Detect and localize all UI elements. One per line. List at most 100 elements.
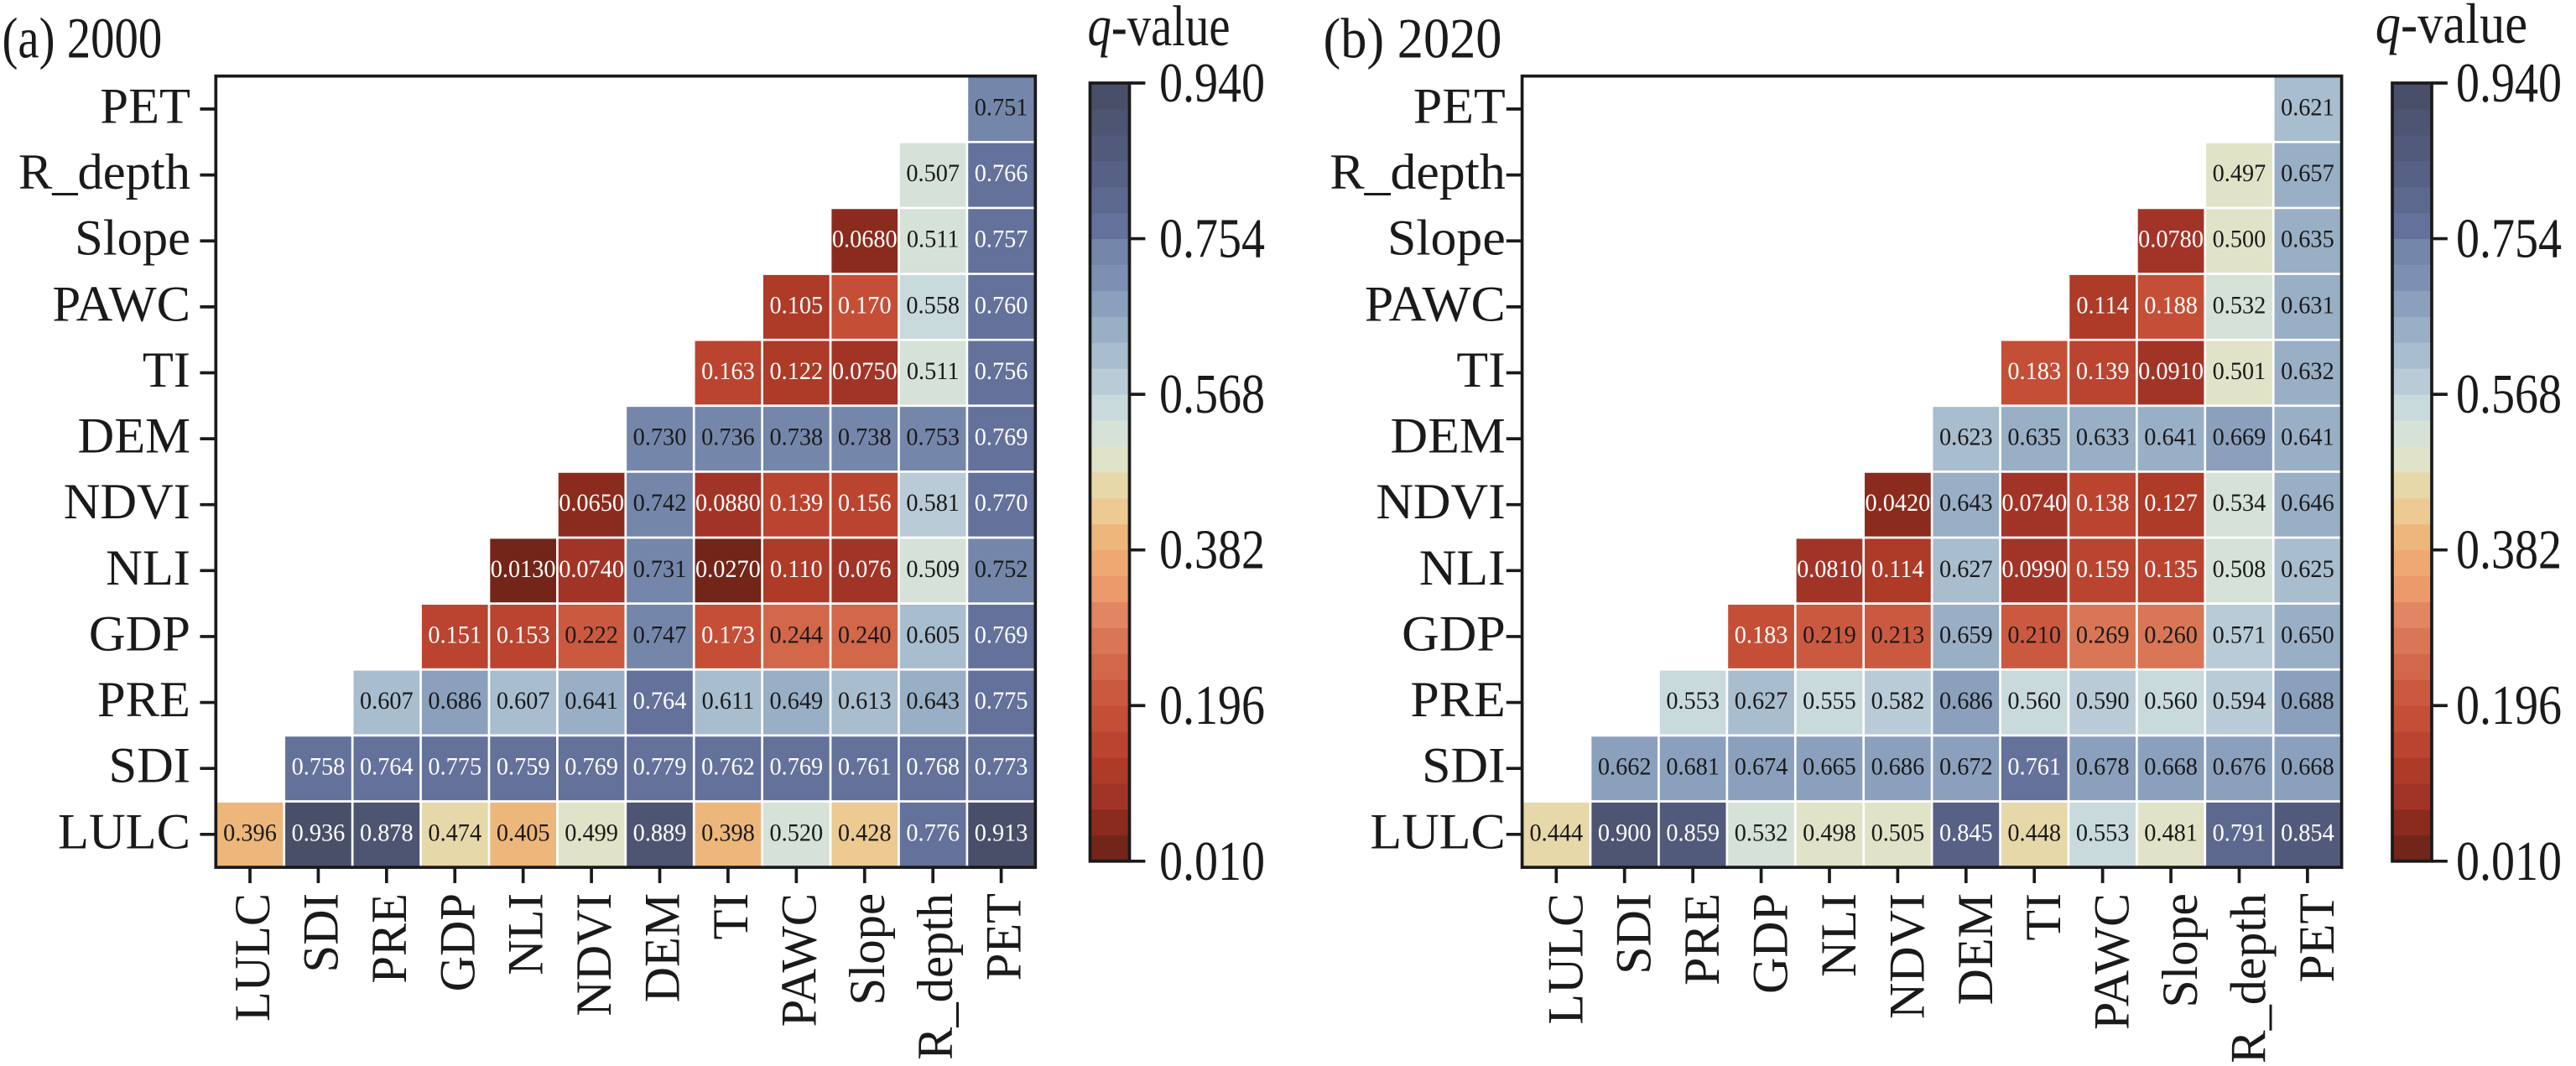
svg-text:0.747: 0.747 bbox=[633, 621, 687, 649]
svg-text:0.428: 0.428 bbox=[838, 819, 892, 847]
svg-text:0.444: 0.444 bbox=[1529, 819, 1583, 847]
svg-text:SDI: SDI bbox=[108, 738, 190, 794]
svg-text:DEM: DEM bbox=[77, 408, 190, 465]
svg-text:0.738: 0.738 bbox=[770, 424, 824, 451]
svg-text:0.627: 0.627 bbox=[1939, 555, 1993, 583]
svg-text:GDP: GDP bbox=[1402, 606, 1506, 662]
svg-text:0.139: 0.139 bbox=[2076, 357, 2130, 385]
svg-text:0.623: 0.623 bbox=[1939, 424, 1993, 451]
svg-text:0.151: 0.151 bbox=[428, 621, 481, 649]
svg-text:0.779: 0.779 bbox=[633, 753, 687, 781]
svg-text:Slope: Slope bbox=[1387, 211, 1506, 267]
svg-text:PAWC: PAWC bbox=[1365, 277, 1506, 332]
svg-text:0.0420: 0.0420 bbox=[1865, 490, 1930, 517]
svg-text:TI: TI bbox=[2016, 893, 2071, 941]
svg-text:0.668: 0.668 bbox=[2281, 753, 2334, 781]
svg-text:Slope: Slope bbox=[2152, 893, 2208, 1008]
svg-text:0.0680: 0.0680 bbox=[832, 226, 898, 253]
svg-text:0.631: 0.631 bbox=[2281, 292, 2334, 320]
svg-text:0.759: 0.759 bbox=[497, 753, 550, 781]
svg-text:LULC: LULC bbox=[1538, 893, 1593, 1025]
svg-text:0.936: 0.936 bbox=[292, 819, 346, 847]
svg-text:0.621: 0.621 bbox=[2281, 94, 2334, 122]
svg-text:0.498: 0.498 bbox=[1803, 819, 1856, 847]
svg-text:0.764: 0.764 bbox=[633, 687, 687, 715]
svg-text:0.768: 0.768 bbox=[906, 753, 960, 781]
svg-text:0.135: 0.135 bbox=[2144, 555, 2198, 583]
svg-text:0.0740: 0.0740 bbox=[2001, 490, 2067, 517]
svg-text:NLI: NLI bbox=[106, 540, 190, 596]
svg-text:0.665: 0.665 bbox=[1803, 753, 1856, 781]
svg-text:0.183: 0.183 bbox=[1735, 621, 1788, 649]
svg-text:0.0780: 0.0780 bbox=[2138, 226, 2204, 253]
svg-text:Slope: Slope bbox=[839, 893, 895, 1006]
svg-text:NLI: NLI bbox=[497, 893, 554, 975]
svg-text:0.854: 0.854 bbox=[2281, 819, 2334, 847]
svg-text:0.859: 0.859 bbox=[1666, 819, 1720, 847]
svg-text:0.568: 0.568 bbox=[1159, 364, 1265, 426]
svg-text:0.405: 0.405 bbox=[497, 819, 550, 847]
svg-text:0.845: 0.845 bbox=[1939, 819, 1993, 847]
svg-text:0.105: 0.105 bbox=[770, 292, 824, 320]
svg-text:0.650: 0.650 bbox=[2281, 621, 2334, 649]
svg-text:0.0130: 0.0130 bbox=[491, 555, 556, 583]
svg-text:0.500: 0.500 bbox=[2213, 226, 2266, 253]
svg-text:PET: PET bbox=[976, 893, 1032, 980]
svg-text:0.756: 0.756 bbox=[975, 357, 1028, 385]
svg-text:NDVI: NDVI bbox=[1376, 475, 1505, 530]
svg-text:0.633: 0.633 bbox=[2076, 424, 2130, 451]
svg-text:0.761: 0.761 bbox=[2007, 753, 2061, 781]
svg-text:GDP: GDP bbox=[1743, 893, 1798, 994]
svg-text:0.532: 0.532 bbox=[2213, 292, 2266, 320]
svg-text:0.260: 0.260 bbox=[2144, 621, 2198, 649]
svg-text:0.509: 0.509 bbox=[906, 555, 960, 583]
svg-text:0.010: 0.010 bbox=[2456, 830, 2562, 892]
svg-text:0.188: 0.188 bbox=[2144, 292, 2198, 320]
svg-text:PAWC: PAWC bbox=[53, 276, 190, 332]
svg-text:NLI: NLI bbox=[1811, 893, 1866, 977]
svg-text:0.0650: 0.0650 bbox=[559, 490, 624, 517]
svg-text:0.382: 0.382 bbox=[2456, 519, 2562, 581]
svg-text:0.244: 0.244 bbox=[770, 621, 824, 649]
svg-text:0.173: 0.173 bbox=[701, 621, 755, 649]
svg-text:0.196: 0.196 bbox=[2456, 675, 2562, 737]
svg-text:0.668: 0.668 bbox=[2144, 753, 2198, 781]
svg-text:0.396: 0.396 bbox=[223, 819, 277, 847]
svg-text:0.775: 0.775 bbox=[428, 753, 481, 781]
svg-text:0.688: 0.688 bbox=[2281, 687, 2334, 715]
svg-text:R_depth: R_depth bbox=[2220, 893, 2276, 1062]
svg-text:0.555: 0.555 bbox=[1803, 687, 1856, 715]
svg-text:DEM: DEM bbox=[1390, 408, 1505, 464]
svg-text:0.657: 0.657 bbox=[2281, 159, 2334, 187]
svg-text:0.730: 0.730 bbox=[633, 424, 687, 451]
svg-text:0.641: 0.641 bbox=[2144, 424, 2198, 451]
svg-text:0.474: 0.474 bbox=[428, 819, 481, 847]
svg-text:PRE: PRE bbox=[1674, 893, 1730, 985]
svg-text:0.753: 0.753 bbox=[906, 424, 960, 451]
svg-text:0.0270: 0.0270 bbox=[695, 555, 761, 583]
svg-text:0.649: 0.649 bbox=[770, 687, 824, 715]
svg-text:0.736: 0.736 bbox=[701, 424, 755, 451]
svg-text:0.520: 0.520 bbox=[770, 819, 824, 847]
svg-text:0.770: 0.770 bbox=[975, 490, 1028, 517]
svg-text:PRE: PRE bbox=[1410, 673, 1505, 728]
svg-text:0.751: 0.751 bbox=[975, 94, 1028, 122]
svg-text:TI: TI bbox=[1456, 343, 1505, 398]
svg-text:0.641: 0.641 bbox=[565, 687, 618, 715]
svg-text:0.448: 0.448 bbox=[2007, 819, 2061, 847]
svg-text:0.627: 0.627 bbox=[1735, 687, 1788, 715]
svg-text:0.738: 0.738 bbox=[838, 424, 892, 451]
svg-text:GDP: GDP bbox=[89, 606, 190, 662]
svg-text:0.752: 0.752 bbox=[975, 555, 1028, 583]
svg-text:0.769: 0.769 bbox=[975, 621, 1028, 649]
svg-text:0.776: 0.776 bbox=[906, 819, 960, 847]
svg-text:SDI: SDI bbox=[293, 893, 349, 973]
svg-text:0.159: 0.159 bbox=[2076, 555, 2130, 583]
svg-text:0.900: 0.900 bbox=[1598, 819, 1652, 847]
svg-text:0.613: 0.613 bbox=[838, 687, 892, 715]
svg-text:0.674: 0.674 bbox=[1735, 753, 1788, 781]
svg-text:0.156: 0.156 bbox=[838, 490, 892, 517]
svg-text:0.681: 0.681 bbox=[1666, 753, 1720, 781]
svg-text:0.170: 0.170 bbox=[838, 292, 892, 320]
svg-text:0.507: 0.507 bbox=[906, 159, 960, 187]
